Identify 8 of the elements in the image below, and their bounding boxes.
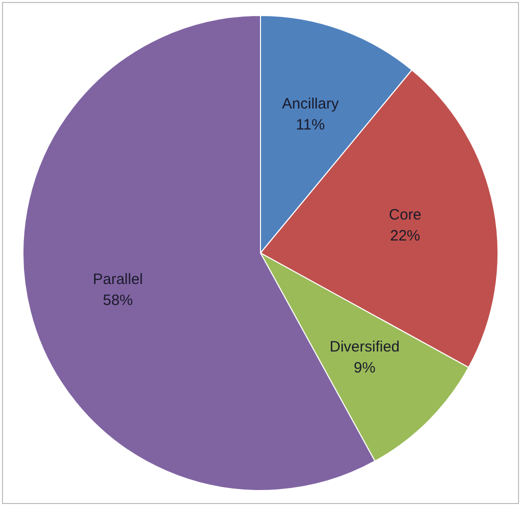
data-label: 22% [390,228,420,245]
slice-label: Parallel [92,270,143,288]
slice-label: Ancillary [282,96,340,113]
data-label: 58% [102,292,133,309]
data-label: 11% [296,116,325,134]
slice-label: Core [388,206,422,224]
slice-label: Diversified [330,338,400,356]
data-label: 9% [354,359,376,376]
